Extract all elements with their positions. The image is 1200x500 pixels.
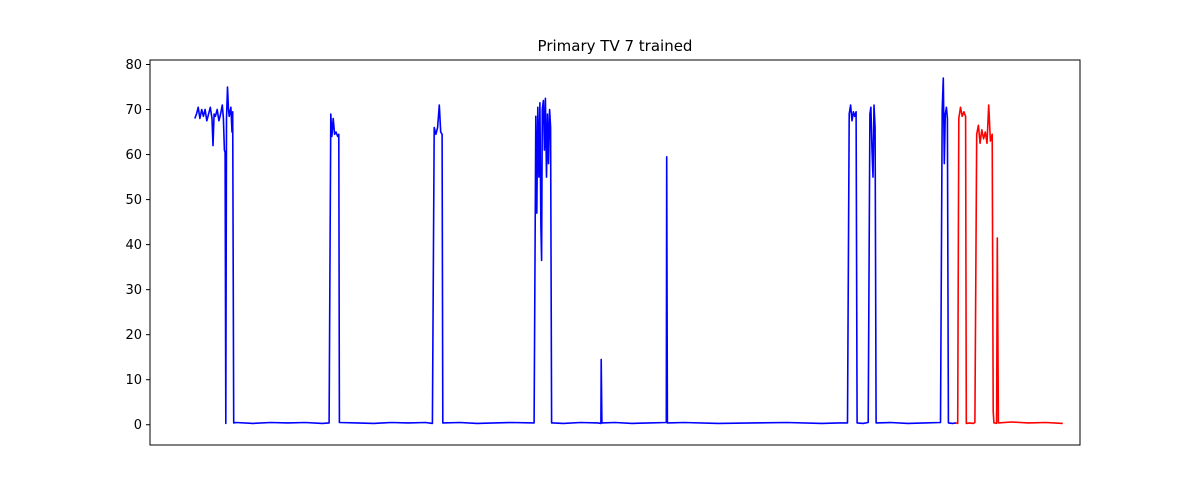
y-tick-label: 0 bbox=[134, 418, 142, 433]
y-tick-label: 60 bbox=[125, 148, 142, 163]
y-tick-label: 20 bbox=[125, 328, 142, 343]
y-tick-label: 50 bbox=[125, 193, 142, 208]
chart-title: Primary TV 7 trained bbox=[538, 37, 693, 55]
series-line-2 bbox=[955, 104, 1063, 425]
y-tick-label: 10 bbox=[125, 373, 142, 388]
y-tick-label: 30 bbox=[125, 283, 142, 298]
y-tick-label: 70 bbox=[125, 103, 142, 118]
y-tick-label: 40 bbox=[125, 238, 142, 253]
plot-area bbox=[194, 77, 1063, 425]
y-axis: 0 10 20 30 40 50 60 70 80 bbox=[125, 58, 150, 433]
y-tick-label: 80 bbox=[125, 58, 142, 73]
series-line-1 bbox=[194, 77, 957, 425]
axes-frame bbox=[149, 59, 1081, 446]
